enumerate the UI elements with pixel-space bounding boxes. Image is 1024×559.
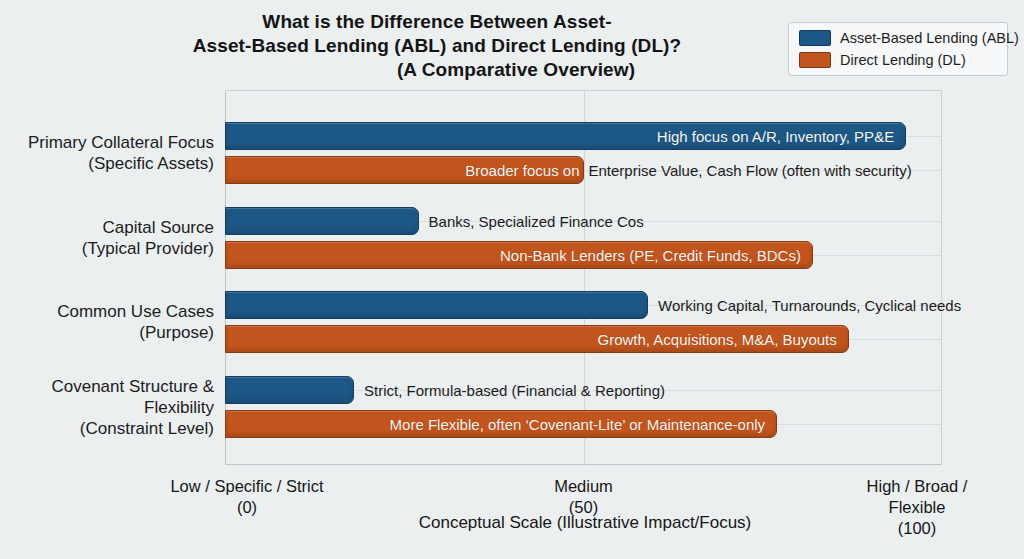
- bar-label-inside: More Flexible, often ‘Covenant-Lite’ or …: [390, 416, 765, 433]
- bar-label-inside: Broader focus on: [465, 162, 579, 179]
- x-axis-label: Conceptual Scale (Illustrative Impact/Fo…: [419, 513, 752, 533]
- bar-label-outside: Enterprise Value, Cash Flow (often with …: [589, 162, 912, 179]
- title-line: (A Comparative Overview): [112, 58, 762, 82]
- bar-label-inside: High focus on A/R, Inventory, PP&E: [657, 128, 894, 145]
- bar-row: Broader focus on Enterprise Value, Cash F…: [225, 156, 942, 184]
- dl-legend-swatch: [799, 52, 831, 68]
- legend: Asset-Based Lending (ABL) Direct Lending…: [788, 22, 1008, 76]
- bar-label-outside: Strict, Formula-based (Financial & Repor…: [364, 382, 665, 399]
- bar-chart: What is the Difference Between Asset- As…: [0, 0, 1024, 559]
- legend-item-abl: Asset-Based Lending (ABL): [799, 30, 997, 46]
- abl-legend-swatch: [799, 30, 831, 46]
- bar-row: High focus on A/R, Inventory, PP&E: [225, 122, 942, 150]
- title-line: Asset-Based Lending (ABL) and Direct Len…: [112, 34, 762, 58]
- category-label: Covenant Structure & Flexibility (Constr…: [8, 370, 214, 444]
- x-tick: High / Broad / Flexible (100): [864, 476, 971, 539]
- legend-label: Direct Lending (DL): [840, 52, 966, 68]
- bar-row: Strict, Formula-based (Financial & Repor…: [225, 376, 942, 404]
- bar-row: Working Capital, Turnarounds, Cyclical n…: [225, 291, 942, 319]
- bar-abl: [225, 376, 354, 404]
- bar-label-inside: Growth, Acquisitions, M&A, Buyouts: [598, 331, 837, 348]
- x-tick: Medium (50): [554, 476, 613, 518]
- bar-label-inside: Non-Bank Lenders (PE, Credit Funds, BDCs…: [500, 247, 801, 264]
- bar-row: More Flexible, often ‘Covenant-Lite’ or …: [225, 410, 942, 438]
- bar-abl: [225, 291, 648, 319]
- bar-abl: [225, 207, 419, 235]
- bar-row: Banks, Specialized Finance Cos: [225, 207, 942, 235]
- legend-item-dl: Direct Lending (DL): [799, 52, 997, 68]
- category-label: Capital Source (Typical Provider): [8, 201, 214, 275]
- chart-title: What is the Difference Between Asset- As…: [112, 10, 762, 82]
- category-label: Primary Collateral Focus (Specific Asset…: [8, 116, 214, 190]
- bar-row: Non-Bank Lenders (PE, Credit Funds, BDCs…: [225, 241, 942, 269]
- title-line: What is the Difference Between Asset-: [112, 10, 762, 34]
- category-label: Common Use Cases (Purpose): [8, 285, 214, 359]
- bar-label-outside: Working Capital, Turnarounds, Cyclical n…: [658, 297, 961, 314]
- bar-row: Growth, Acquisitions, M&A, Buyouts: [225, 325, 942, 353]
- legend-label: Asset-Based Lending (ABL): [840, 30, 1019, 46]
- x-tick: Low / Specific / Strict (0): [170, 476, 323, 518]
- bar-label-outside: Banks, Specialized Finance Cos: [429, 213, 644, 230]
